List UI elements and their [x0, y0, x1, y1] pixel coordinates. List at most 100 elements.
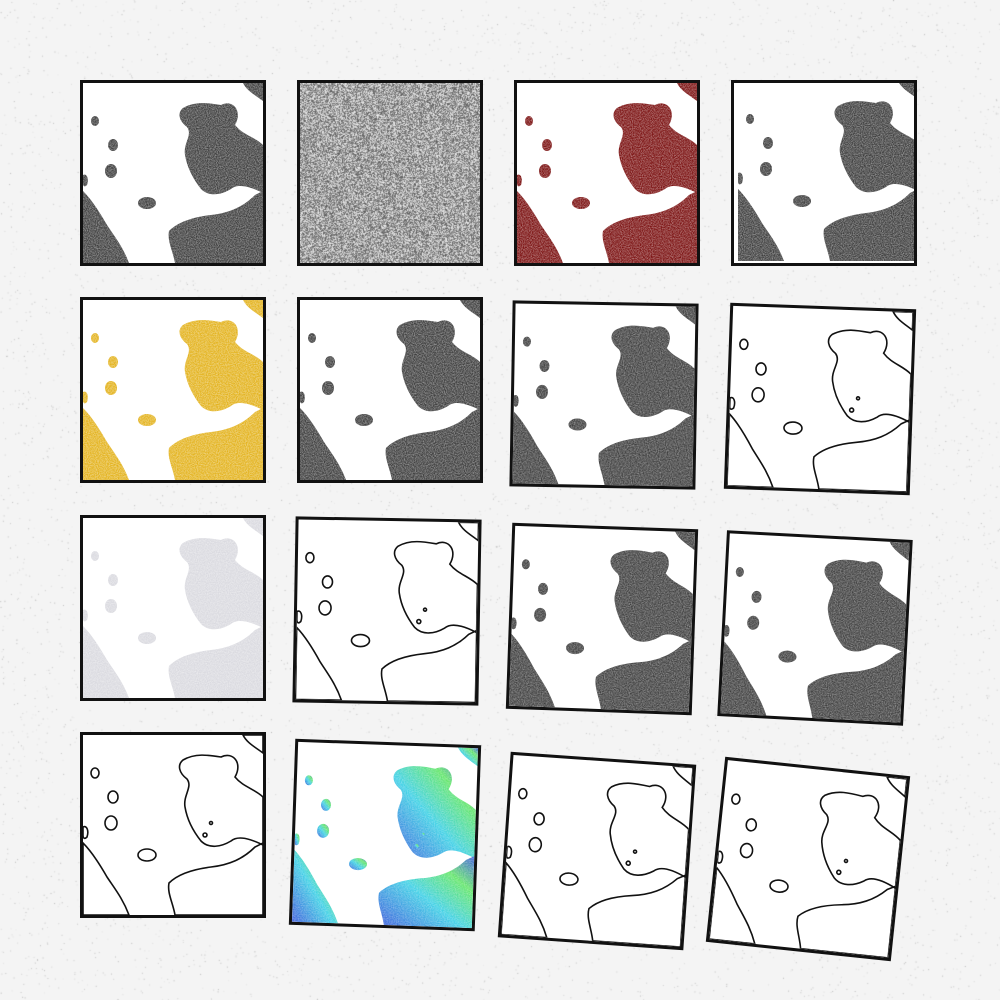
region-7: [572, 197, 590, 209]
region-2: [807, 650, 904, 723]
contour-7: [769, 879, 789, 893]
contour-6: [751, 387, 765, 403]
contour-2: [587, 873, 687, 948]
region-8: [511, 617, 517, 630]
contour-9: [848, 407, 855, 413]
region-1: [243, 518, 263, 536]
region-2: [168, 191, 263, 263]
contour-6: [318, 600, 332, 616]
tile-r2-c3: [509, 300, 699, 490]
contour-8: [83, 825, 89, 840]
region-4: [746, 114, 754, 124]
region-3: [508, 633, 555, 708]
region-8: [513, 395, 519, 407]
region-4: [521, 559, 530, 570]
region-7: [565, 642, 584, 655]
region-5: [538, 582, 549, 595]
region-2: [168, 408, 263, 480]
region-3: [291, 849, 338, 924]
contour-8: [296, 610, 303, 624]
region-0: [179, 538, 263, 630]
tile-r1-c1: [80, 80, 266, 266]
contour-1: [891, 310, 914, 332]
region-7: [138, 197, 156, 209]
region-5: [321, 798, 332, 811]
region-3: [517, 191, 563, 263]
contour-1: [242, 735, 263, 754]
contour-8: [716, 850, 724, 864]
region-3: [738, 189, 784, 261]
region-1: [458, 747, 479, 767]
contour-7: [137, 848, 157, 862]
contour-3: [500, 860, 548, 939]
region-4: [525, 116, 533, 126]
region-2: [378, 856, 475, 929]
region-6: [105, 599, 117, 613]
contour-5: [107, 790, 119, 804]
tile-r3-c3: [505, 522, 699, 716]
contour-4: [739, 338, 749, 351]
region-1: [675, 531, 696, 551]
contour-0: [827, 329, 912, 424]
region-6: [317, 823, 330, 838]
region-0: [611, 325, 695, 417]
region-0: [834, 101, 914, 193]
tile-r4-c2: [288, 738, 482, 932]
region-1: [899, 83, 914, 97]
region-3: [83, 191, 129, 263]
region-6: [105, 164, 117, 178]
contour-4: [90, 767, 100, 779]
region-10: [638, 616, 642, 620]
contour-3: [726, 411, 775, 489]
noise-field: [300, 83, 480, 263]
region-9: [203, 398, 207, 402]
region-10: [426, 386, 430, 390]
region-6: [322, 381, 334, 395]
region-5: [108, 139, 118, 151]
region-10: [209, 386, 213, 390]
tile-r3-c2: [292, 516, 482, 706]
region-8: [300, 391, 305, 404]
contour-2: [812, 418, 911, 493]
region-2: [385, 408, 480, 480]
region-7: [138, 414, 156, 426]
contour-1: [671, 765, 694, 788]
region-4: [304, 775, 313, 786]
region-9: [203, 181, 207, 185]
region-9: [637, 181, 641, 185]
region-9: [420, 398, 424, 402]
tile-r2-c4: [723, 302, 917, 496]
region-3: [83, 626, 129, 698]
region-9: [858, 179, 862, 183]
region-8: [738, 172, 743, 185]
contour-6: [104, 815, 118, 831]
contour-7: [350, 633, 371, 648]
region-5: [108, 356, 118, 368]
contour-9: [835, 869, 842, 876]
region-9: [203, 616, 207, 620]
region-5: [763, 137, 773, 149]
region-10: [643, 169, 647, 173]
contour-7: [559, 872, 579, 886]
region-0: [179, 320, 263, 412]
region-1: [889, 541, 910, 561]
region-4: [522, 336, 531, 347]
contour-2: [167, 842, 263, 915]
contour-0: [178, 754, 263, 848]
region-8: [294, 833, 300, 846]
contour-8: [728, 396, 736, 411]
region-10: [851, 626, 855, 630]
region-7: [568, 418, 587, 431]
region-4: [91, 116, 99, 126]
region-0: [179, 103, 263, 195]
region-1: [243, 300, 263, 318]
tile-r4-c3: [497, 751, 697, 951]
region-0: [610, 550, 693, 643]
tile-r4-c4: [705, 756, 911, 962]
tile-r4-c1: [80, 732, 266, 918]
region-9: [414, 844, 419, 849]
contour-9: [416, 618, 422, 625]
region-4: [308, 333, 316, 343]
region-7: [355, 414, 373, 426]
contour-3: [83, 841, 130, 915]
